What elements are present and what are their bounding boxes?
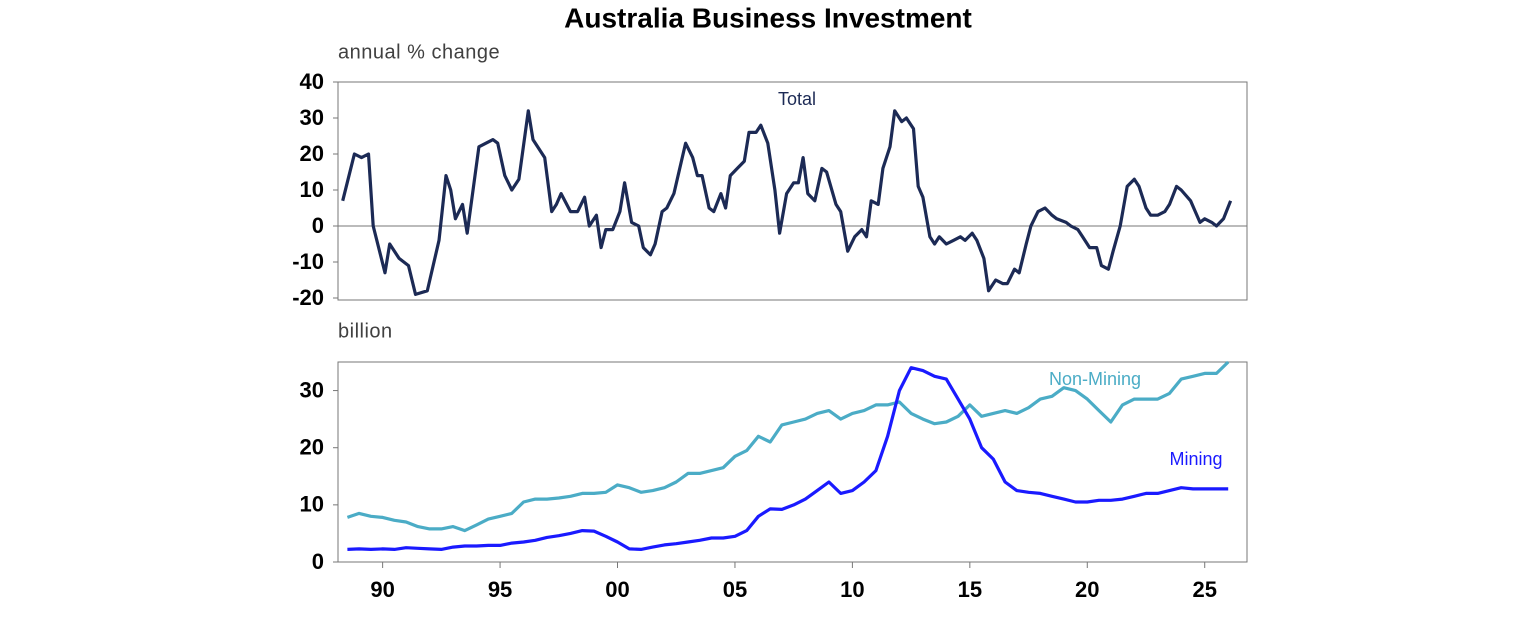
y-tick-label: 10	[300, 177, 324, 202]
x-tick-label: 20	[1075, 577, 1099, 602]
y-tick-label: 30	[300, 377, 324, 402]
x-tick-label: 90	[370, 577, 394, 602]
x-tick-label: 95	[488, 577, 512, 602]
series-label: Mining	[1169, 449, 1222, 469]
series-line	[341, 109, 1233, 296]
x-tick-label: 25	[1192, 577, 1216, 602]
y-tick-label: -10	[292, 249, 324, 274]
y-tick-label: 0	[312, 213, 324, 238]
x-tick-label: 15	[958, 577, 982, 602]
plot-frame	[337, 361, 1248, 563]
y-tick-label: 20	[300, 435, 324, 460]
x-tick-label: 00	[605, 577, 629, 602]
y-tick-label: 40	[300, 69, 324, 94]
x-tick-label: 10	[840, 577, 864, 602]
y-tick-label: 30	[300, 105, 324, 130]
chart-title: Australia Business Investment	[564, 2, 972, 33]
y-tick-label: -20	[292, 285, 324, 310]
y-axis-label: billion	[338, 320, 393, 342]
y-tick-label: 10	[300, 492, 324, 517]
x-tick-label: 05	[723, 577, 747, 602]
series-label: Non-Mining	[1049, 369, 1141, 389]
series-line	[347, 366, 1229, 551]
series-label: Total	[778, 89, 816, 109]
plot-frame	[337, 81, 1248, 301]
y-tick-label: 20	[300, 141, 324, 166]
y-axis-label: annual % change	[338, 41, 500, 63]
series-line	[346, 360, 1230, 533]
y-tick-label: 0	[312, 549, 324, 574]
